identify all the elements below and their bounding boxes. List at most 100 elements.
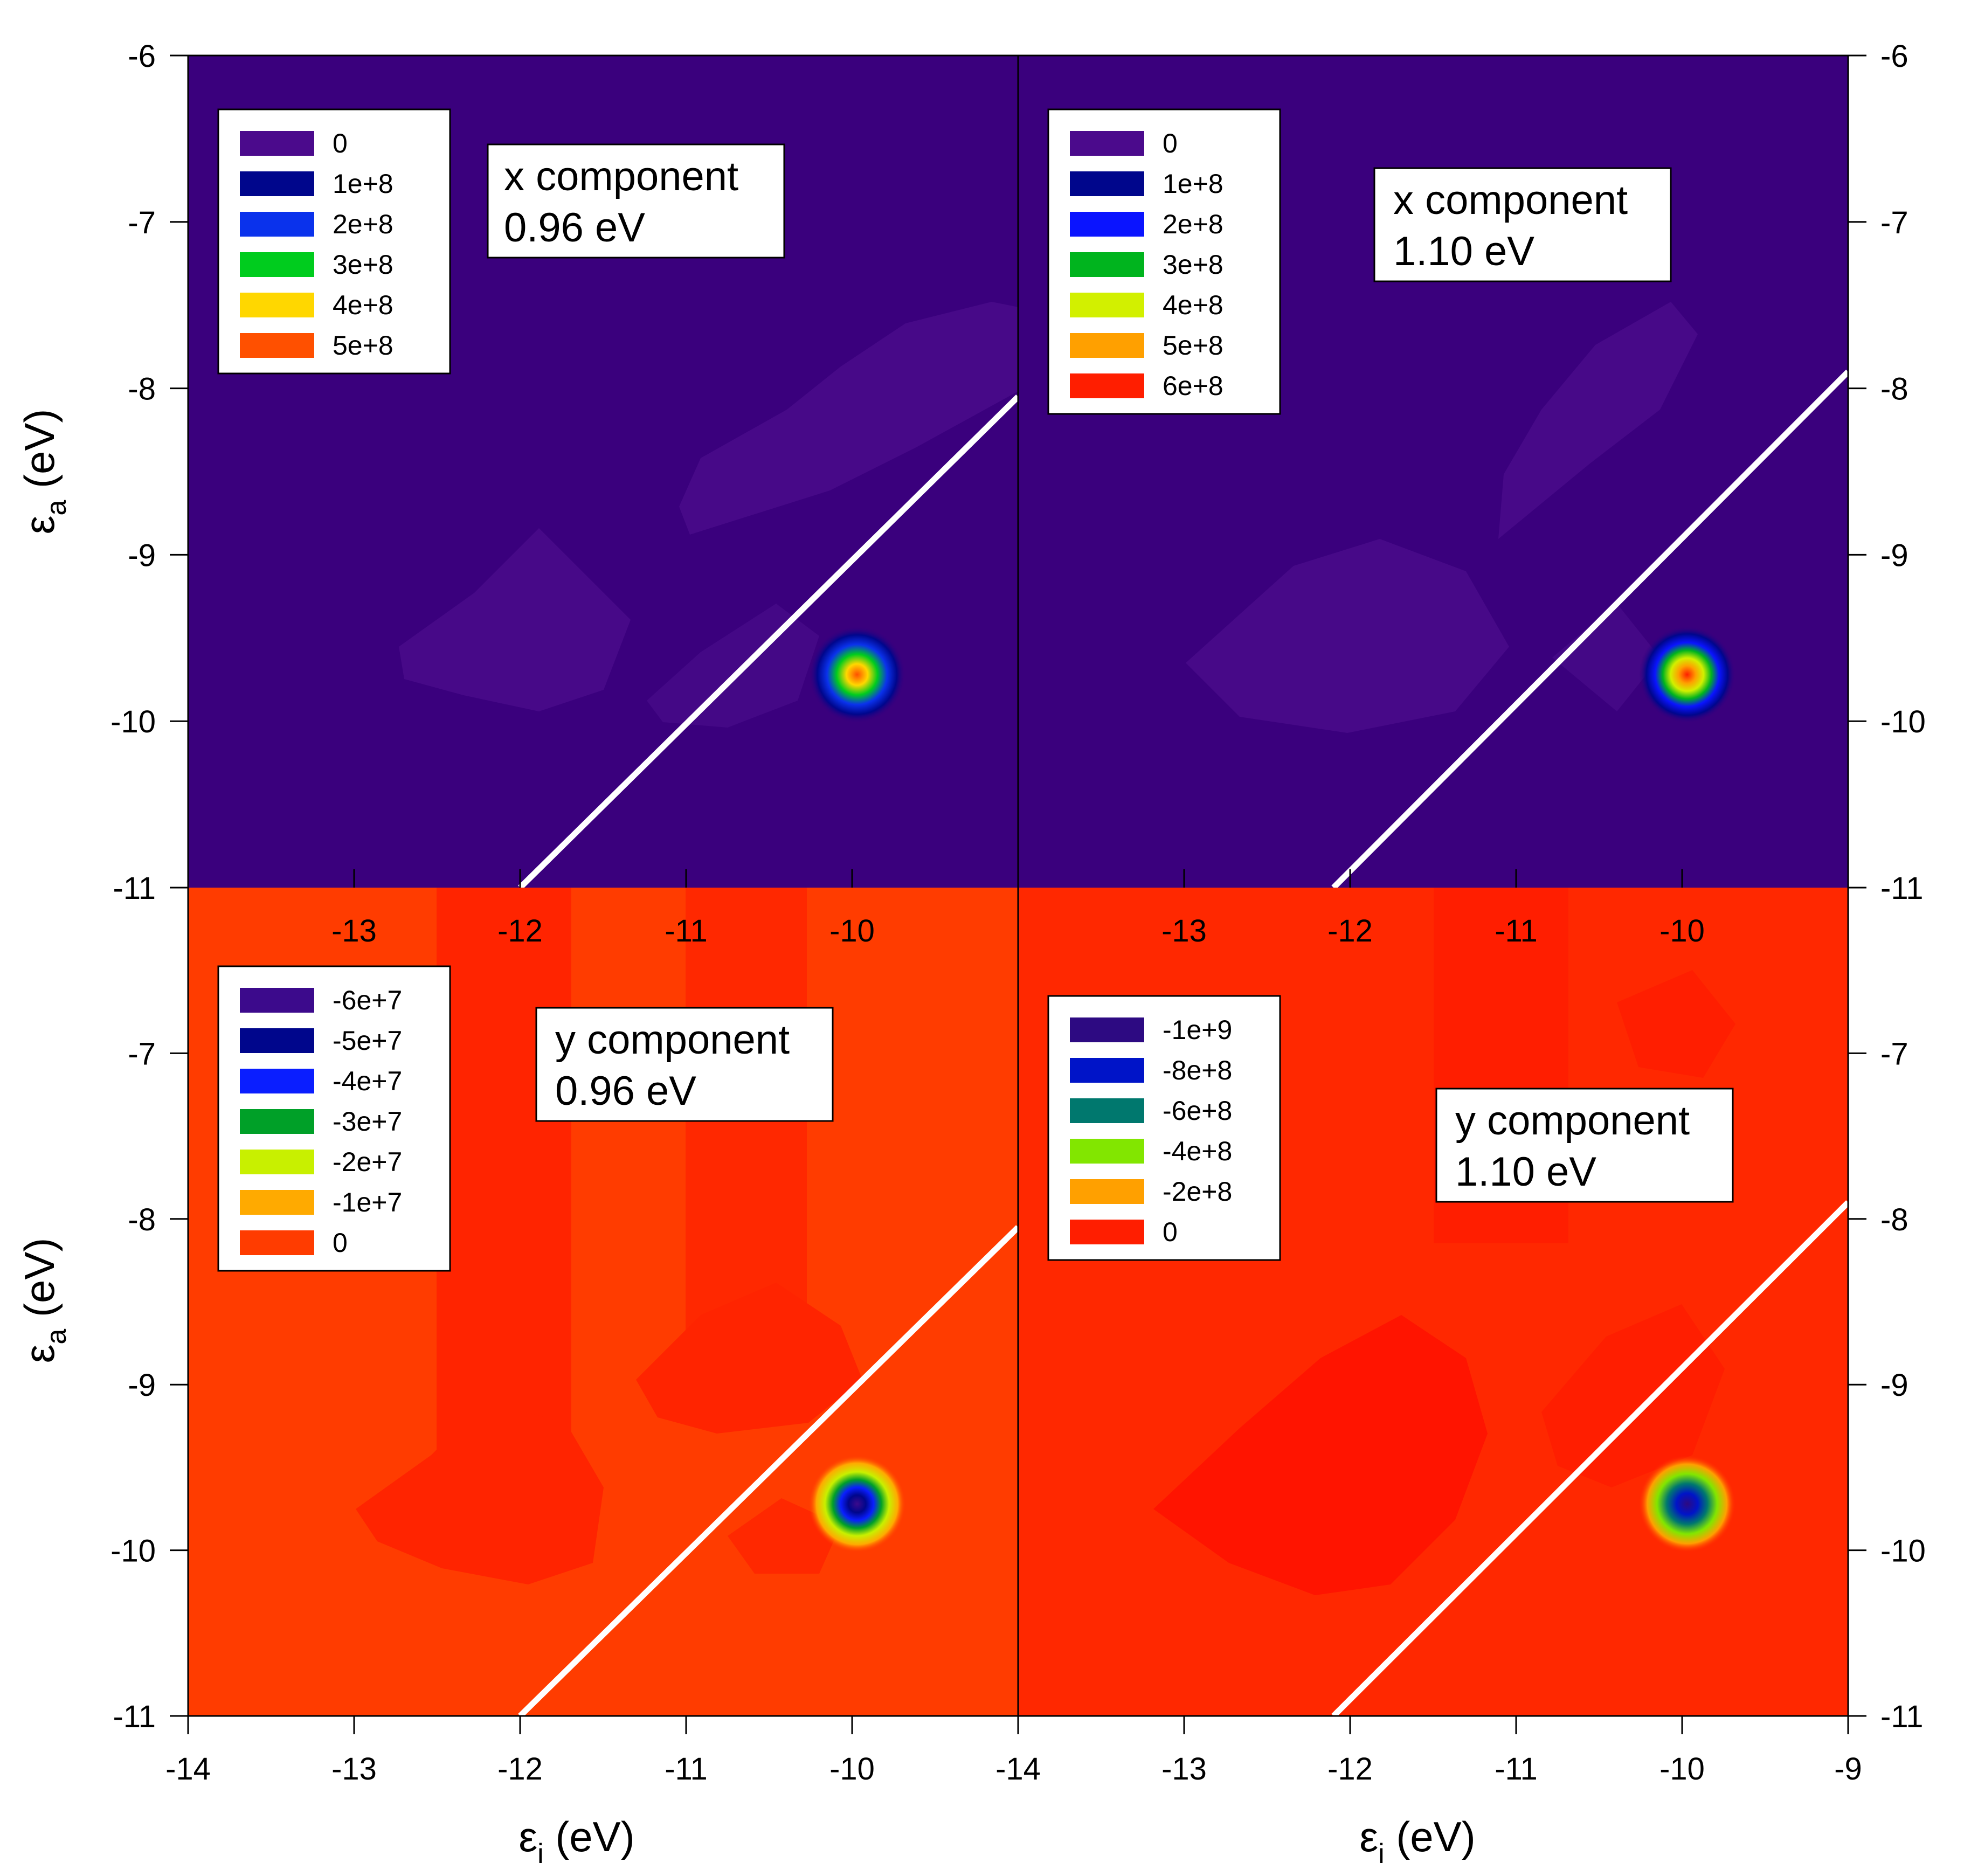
legend-swatch-4 — [1070, 1139, 1144, 1164]
x-tick-label: -12 — [497, 913, 543, 949]
legend-swatch-3 — [1070, 1098, 1144, 1123]
x-tick-label: -14 — [165, 1752, 211, 1787]
x-tick-label: -12 — [1327, 1752, 1373, 1787]
y-tick-label: -8 — [128, 1202, 156, 1237]
legend-swatch-2 — [240, 1028, 314, 1053]
legend-swatch-6 — [240, 1190, 314, 1215]
annotation-frame — [535, 1007, 834, 1122]
legend: -1e+9 -8e+8 -6e+8 -4e+8 -2e+8 0 — [1047, 995, 1281, 1261]
legend-label-6: -1e+7 — [333, 1187, 402, 1217]
annotation-component: x component — [504, 154, 738, 199]
legend-swatch-2 — [1070, 171, 1144, 196]
legend-label-5: -2e+7 — [333, 1147, 402, 1177]
legend-swatch-5 — [240, 1150, 314, 1174]
legend-label-4: 3e+8 — [1163, 250, 1223, 280]
legend-label-5: 4e+8 — [333, 290, 393, 320]
y-tick-label: -10 — [1880, 1534, 1926, 1569]
panel-texture — [1186, 302, 1698, 733]
legend-label-6: 0 — [1163, 1217, 1178, 1247]
legend-label-1: -6e+7 — [333, 985, 402, 1015]
legend-swatch-6 — [1070, 333, 1144, 358]
legend-swatch-1 — [1070, 1017, 1144, 1042]
legend-label-5: -2e+8 — [1163, 1176, 1232, 1207]
x-tick-label: -12 — [1327, 913, 1373, 949]
legend-swatch-2 — [1070, 1058, 1144, 1083]
x-axis-title-right: εi (eV) — [1359, 1813, 1475, 1870]
y-tick-label: -11 — [1880, 1699, 1924, 1734]
legend-label-4: -3e+7 — [333, 1106, 402, 1137]
diagonal-line — [518, 394, 1020, 890]
y-tick-label: -8 — [1880, 1202, 1908, 1237]
legend-swatch-5 — [1070, 1179, 1144, 1204]
legend-swatch-5 — [1070, 293, 1144, 317]
annotation-component: y component — [555, 1017, 790, 1063]
legend-swatch-7 — [1070, 373, 1144, 398]
diagonal-line — [1331, 369, 1850, 890]
y-tick-label: -9 — [1880, 1368, 1908, 1403]
annotation-energy: 1.10 eV — [1455, 1149, 1596, 1195]
y-tick-label: -7 — [1880, 1036, 1908, 1071]
x-tick-label: -11 — [1495, 913, 1538, 949]
x-tick-label: -10 — [829, 1752, 875, 1787]
peak-spot — [1638, 1455, 1736, 1553]
legend-label-1: 0 — [1163, 128, 1178, 158]
annotation-box: y component 0.96 eV — [535, 1007, 834, 1122]
legend-swatch-1 — [240, 131, 314, 156]
x-tick-label: -13 — [1161, 1752, 1207, 1787]
legend-label-6: 5e+8 — [333, 330, 393, 361]
legend-label-6: 5e+8 — [1163, 330, 1223, 361]
legend-swatch-4 — [1070, 252, 1144, 277]
legend-label-2: -5e+7 — [333, 1026, 402, 1056]
y-tick-label: -8 — [1880, 372, 1908, 407]
x-tick-label: -13 — [331, 1752, 377, 1787]
x-tick-label: -10 — [1659, 913, 1705, 949]
diagonal-line — [518, 1225, 1020, 1718]
y-tick-label: -6 — [1880, 39, 1908, 74]
legend-swatch-5 — [240, 293, 314, 317]
axis-titles: εi (eV) εi (eV) εa (eV) εa (eV) — [16, 409, 1476, 1870]
legend: -6e+7 -5e+7 -4e+7 -3e+7 -2e+7 -1e+7 0 — [217, 965, 451, 1272]
annotation-energy: 1.10 eV — [1393, 229, 1534, 274]
legend-swatch-7 — [240, 1230, 314, 1255]
annotation-frame — [1435, 1088, 1734, 1203]
y-tick-label: -10 — [110, 1534, 156, 1569]
x-tick-label: -11 — [665, 1752, 708, 1787]
legend-swatch-1 — [1070, 131, 1144, 156]
legend-swatch-6 — [240, 333, 314, 358]
y-tick-label: -9 — [128, 1368, 156, 1403]
legend-swatch-3 — [240, 1069, 314, 1093]
legend-label-4: -4e+8 — [1163, 1136, 1232, 1166]
legend-swatch-2 — [240, 171, 314, 196]
panel-x-component-110: 0 1e+8 2e+8 3e+8 4e+8 5e+8 6e+8 x component 1.… — [1018, 56, 1850, 890]
legend: 0 1e+8 2e+8 3e+8 4e+8 5e+8 6e+8 — [1047, 108, 1281, 415]
legend-swatch-3 — [240, 212, 314, 237]
y-tick-label: -7 — [128, 1036, 156, 1071]
y-tick-label: -6 — [128, 39, 156, 74]
legend-swatch-6 — [1070, 1220, 1144, 1244]
x-tick-label: -10 — [1659, 1752, 1705, 1787]
legend: 0 1e+8 2e+8 3e+8 4e+8 5e+8 — [217, 108, 451, 375]
legend-label-7: 0 — [333, 1228, 348, 1258]
peak-spot — [808, 626, 906, 723]
tick-marks: -6 -7 -8 -9 -10 -11 -13 -12 -11 -10 -6 -7 -8 -9 -10 -11… — [110, 39, 1926, 1787]
y-tick-label: -10 — [110, 704, 156, 739]
legend-swatch-4 — [240, 1109, 314, 1134]
peak-spot — [1638, 626, 1736, 723]
annotation-box: y component 1.10 eV — [1435, 1088, 1734, 1203]
panel-y-component-110: -1e+9 -8e+8 -6e+8 -4e+8 -2e+8 0 y component 1… — [1018, 888, 1850, 1718]
legend-label-4: 3e+8 — [333, 250, 393, 280]
annotation-energy: 0.96 eV — [504, 205, 645, 251]
diagonal-line — [1331, 1200, 1850, 1718]
y-tick-label: -9 — [1880, 538, 1908, 573]
x-tick-label: -11 — [665, 913, 708, 949]
x-tick-label: -10 — [829, 913, 875, 949]
y-axis-title-top: εa (eV) — [16, 409, 72, 535]
annotation-component: y component — [1455, 1098, 1690, 1144]
x-axis-title-left: εi (eV) — [518, 1813, 634, 1870]
legend-swatch-3 — [1070, 212, 1144, 237]
annotation-frame — [1373, 167, 1672, 282]
peak-spot — [808, 1455, 906, 1553]
annotation-box: x component 1.10 eV — [1373, 167, 1672, 282]
x-tick-label: -12 — [497, 1752, 543, 1787]
